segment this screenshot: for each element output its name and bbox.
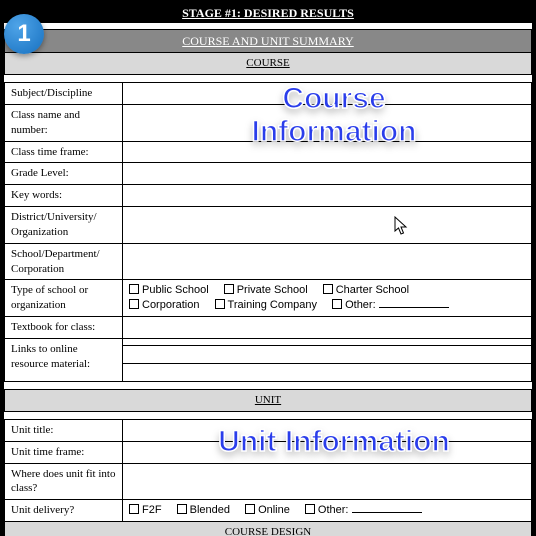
field-school[interactable] [123, 243, 532, 280]
field-unit-delivery: F2F Blended Online Other: [123, 500, 532, 522]
field-links-3[interactable] [123, 364, 532, 382]
label-timeframe: Class time frame: [5, 141, 123, 163]
label-school: School/Department/ Corporation [5, 243, 123, 280]
section-unit: UNIT [5, 390, 532, 412]
label-textbook: Textbook for class: [5, 317, 123, 339]
stage-header: STAGE #1: DESIRED RESULTS [4, 4, 532, 23]
cb-schooltype-other[interactable]: Other: [332, 298, 449, 313]
section-design: COURSE DESIGN [5, 522, 532, 536]
field-links-1[interactable] [123, 339, 532, 346]
cb-blended[interactable]: Blended [177, 503, 230, 518]
field-schooltype: Public School Private School Charter Sch… [123, 280, 532, 317]
field-unit-time[interactable] [123, 441, 532, 463]
form-page: STAGE #1: DESIRED RESULTS COURSE AND UNI… [4, 4, 532, 536]
label-classname: Class name and number: [5, 104, 123, 141]
label-unit-title: Unit title: [5, 419, 123, 441]
label-unit-time: Unit time frame: [5, 441, 123, 463]
cb-delivery-other[interactable]: Other: [305, 503, 422, 518]
label-links: Links to online resource material: [5, 339, 123, 382]
cb-f2f[interactable]: F2F [129, 503, 162, 518]
label-unit-fit: Where does unit fit into class? [5, 463, 123, 500]
step-badge: 1 [4, 14, 44, 54]
field-textbook[interactable] [123, 317, 532, 339]
field-subject[interactable] [123, 83, 532, 105]
cb-public[interactable]: Public School [129, 283, 209, 298]
label-grade: Grade Level: [5, 163, 123, 185]
field-classname[interactable] [123, 104, 532, 141]
field-links-2[interactable] [123, 346, 532, 364]
label-schooltype: Type of school or organization [5, 280, 123, 317]
field-timeframe[interactable] [123, 141, 532, 163]
form-table: COURSE AND UNIT SUMMARY COURSE Subject/D… [4, 29, 532, 536]
cb-online[interactable]: Online [245, 503, 290, 518]
label-subject: Subject/Discipline [5, 83, 123, 105]
field-district[interactable] [123, 207, 532, 244]
section-course: COURSE [5, 53, 532, 75]
cb-corp[interactable]: Corporation [129, 298, 199, 313]
field-grade[interactable] [123, 163, 532, 185]
field-unit-fit[interactable] [123, 463, 532, 500]
cb-charter[interactable]: Charter School [323, 283, 409, 298]
field-unit-title[interactable] [123, 419, 532, 441]
label-unit-delivery: Unit delivery? [5, 500, 123, 522]
field-keywords[interactable] [123, 185, 532, 207]
cb-private[interactable]: Private School [224, 283, 308, 298]
label-keywords: Key words: [5, 185, 123, 207]
cb-training[interactable]: Training Company [215, 298, 317, 313]
label-district: District/University/ Organization [5, 207, 123, 244]
section-summary: COURSE AND UNIT SUMMARY [5, 30, 532, 53]
